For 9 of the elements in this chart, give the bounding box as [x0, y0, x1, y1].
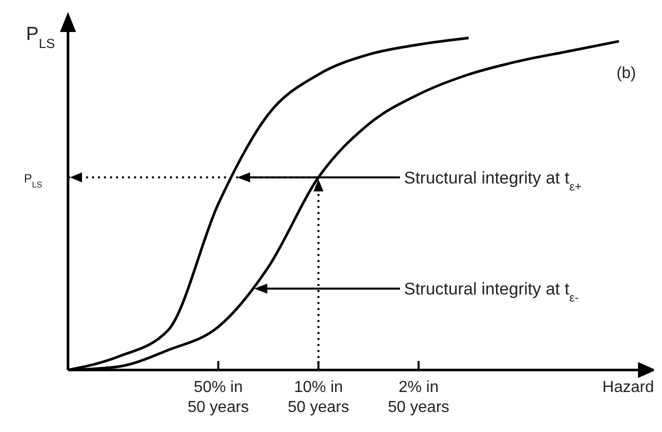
- y-axis-title: P$_{LS}$: [26, 24, 56, 50]
- x-tick-label: 50% in 50 years: [188, 379, 249, 416]
- x-axis-title: Hazard: [602, 379, 654, 396]
- ref-line-label: P$_{LS}$: [24, 171, 43, 190]
- annotation: (b): [616, 65, 636, 82]
- annotation: Structural integrity at t$_{ε-}$: [404, 280, 579, 305]
- x-tick-label: 2% in 50 years: [388, 379, 450, 416]
- x-tick-label: 10% in 50 years: [288, 379, 350, 416]
- annotation: Structural integrity at t$_{ε+}$: [404, 168, 582, 194]
